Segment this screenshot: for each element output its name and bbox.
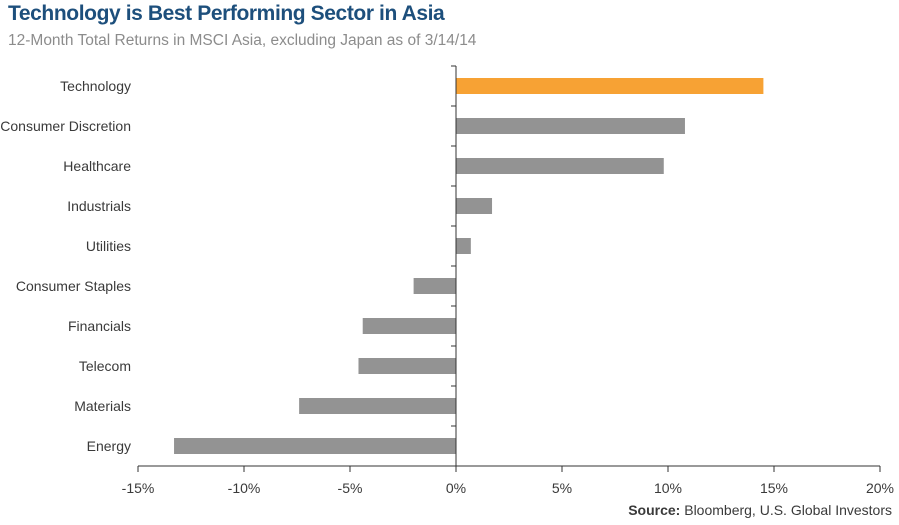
- x-tick-label: 5%: [552, 480, 572, 496]
- bar-consumer-discretion: [456, 118, 685, 134]
- category-label: Technology: [60, 78, 131, 94]
- category-label: Energy: [87, 438, 131, 454]
- category-label: Consumer Discretion: [0, 118, 131, 134]
- chart-subtitle: 12-Month Total Returns in MSCI Asia, exc…: [8, 32, 477, 49]
- axes-group: [137, 65, 881, 472]
- category-labels: Technology Consumer Discretion Healthcare I…: [0, 78, 131, 454]
- source-text: Bloomberg, U.S. Global Investors: [680, 502, 892, 518]
- bar-energy: [174, 438, 457, 454]
- bar-healthcare: [456, 158, 664, 174]
- x-tick-label: 15%: [760, 480, 788, 496]
- tick-labels: -15% -10% -5% 0% 5% 10% 15% 20%: [122, 480, 894, 496]
- bar-financials: [362, 318, 456, 334]
- category-label: Materials: [74, 398, 131, 414]
- x-tick-label: 0%: [446, 480, 466, 496]
- bars-group: [174, 78, 764, 454]
- bar-technology: [456, 78, 764, 94]
- category-label: Telecom: [79, 358, 131, 374]
- category-label: Healthcare: [63, 158, 131, 174]
- category-label: Financials: [68, 318, 131, 334]
- bar-materials: [299, 398, 456, 414]
- source-label: Source:: [628, 502, 681, 518]
- category-label: Consumer Staples: [16, 278, 131, 294]
- x-tick-label: -15%: [122, 480, 155, 496]
- category-label: Industrials: [67, 198, 131, 214]
- x-tick-label: -10%: [228, 480, 261, 496]
- category-label: Utilities: [86, 238, 131, 254]
- source-note: Source: Bloomberg, U.S. Global Investors: [628, 502, 892, 518]
- bar-telecom: [358, 358, 456, 374]
- x-tick-label: 20%: [866, 480, 894, 496]
- bar-industrials: [456, 198, 493, 214]
- x-tick-label: -5%: [338, 480, 363, 496]
- chart-title: Technology is Best Performing Sector in …: [8, 2, 445, 25]
- bar-utilities: [456, 238, 471, 254]
- x-tick-label: 10%: [654, 480, 682, 496]
- bar-consumer-staples: [413, 278, 456, 294]
